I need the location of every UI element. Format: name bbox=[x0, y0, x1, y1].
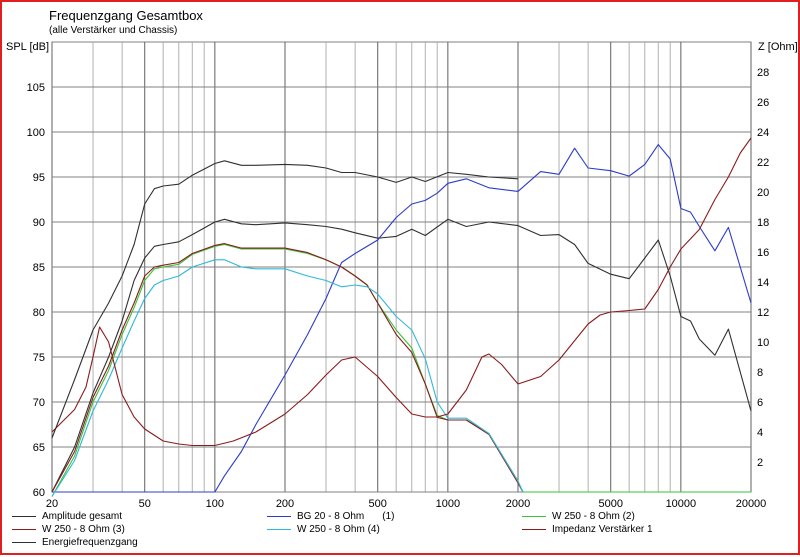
series-line-amplitude-gesamt bbox=[51, 218, 752, 493]
x-tick-label: 200 bbox=[276, 498, 294, 510]
y-right-tick-label: 28 bbox=[757, 67, 769, 79]
y-left-tick-label: 60 bbox=[33, 487, 45, 499]
chart-title: Frequenzgang Gesamtbox bbox=[49, 8, 203, 23]
y-left-tick-label: 70 bbox=[33, 397, 45, 409]
x-tick-label: 500 bbox=[369, 498, 387, 510]
y-right-tick-label: 2 bbox=[757, 457, 763, 469]
chart-subtitle: (alle Verstärker und Chassis) bbox=[49, 25, 178, 36]
x-tick-label: 20 bbox=[46, 498, 58, 510]
y-right-tick-label: 4 bbox=[757, 427, 763, 439]
y-right-tick-label: 8 bbox=[757, 367, 763, 379]
y-left-tick-label: 95 bbox=[33, 172, 45, 184]
y-right-tick-label: 14 bbox=[757, 277, 769, 289]
x-tick-label: 2000 bbox=[506, 498, 530, 510]
x-tick-label: 10000 bbox=[666, 498, 697, 510]
y-right-tick-label: 18 bbox=[757, 217, 769, 229]
y-left-tick-label: 90 bbox=[33, 217, 45, 229]
x-tick-label: 20000 bbox=[736, 498, 767, 510]
y-right-tick-label: 20 bbox=[757, 187, 769, 199]
x-tick-label: 50 bbox=[139, 498, 151, 510]
y-left-tick-label: 105 bbox=[27, 82, 45, 94]
x-tick-label: 1000 bbox=[436, 498, 460, 510]
y-right-tick-label: 16 bbox=[757, 247, 769, 259]
series-line-bg-20-8-ohm-1 bbox=[52, 144, 752, 493]
y-left-tick-label: 80 bbox=[33, 307, 45, 319]
y-left-tick-label: 65 bbox=[33, 442, 45, 454]
y-right-tick-label: 24 bbox=[757, 127, 769, 139]
series-line-w-250-8-ohm-4 bbox=[51, 259, 524, 497]
y-right-tick-label: 12 bbox=[757, 307, 769, 319]
y-axis-label-left: SPL [dB] bbox=[6, 41, 49, 53]
y-right-tick-label: 10 bbox=[757, 337, 769, 349]
series-line-impedanz-verst-rker-1 bbox=[51, 137, 752, 447]
y-right-tick-label: 6 bbox=[757, 397, 763, 409]
y-axis-label-right: Z [Ohm] bbox=[758, 41, 798, 53]
y-left-tick-label: 75 bbox=[33, 352, 45, 364]
x-tick-label: 5000 bbox=[598, 498, 622, 510]
series-line-energiefrequenzgang bbox=[51, 160, 519, 439]
y-right-tick-label: 26 bbox=[757, 97, 769, 109]
y-left-tick-label: 85 bbox=[33, 262, 45, 274]
y-right-tick-label: 22 bbox=[757, 157, 769, 169]
y-left-tick-label: 100 bbox=[27, 127, 45, 139]
x-tick-label: 100 bbox=[206, 498, 224, 510]
